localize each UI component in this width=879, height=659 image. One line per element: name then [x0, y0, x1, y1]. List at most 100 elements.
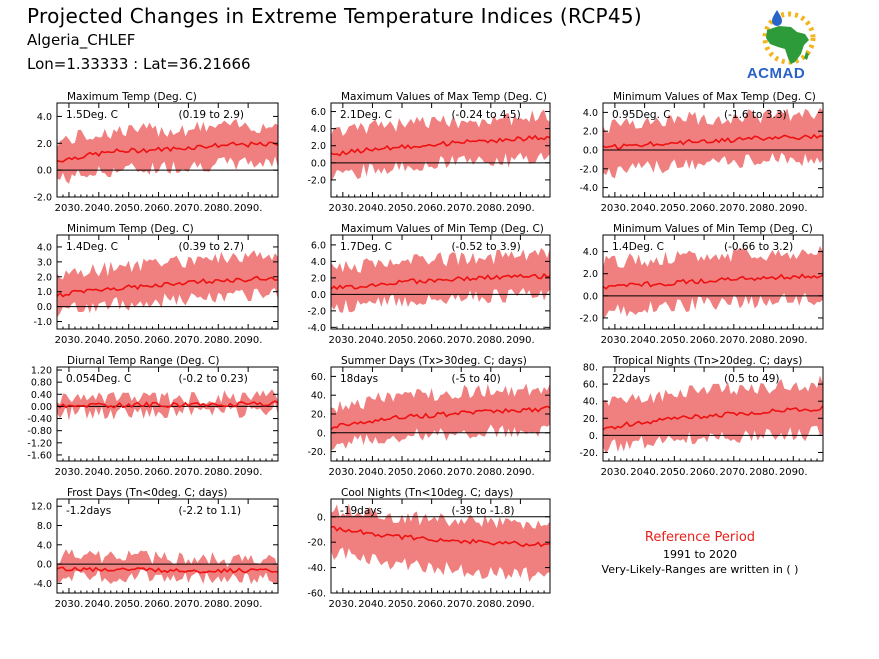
likely-range-label: (-0.52 to 3.9)	[451, 241, 520, 253]
chart-title: Maximum Temp (Deg. C)	[67, 91, 197, 103]
likely-range-label: (-5 to 40)	[451, 373, 500, 385]
x-tick-label: 2030.	[55, 467, 84, 478]
median-change-label: 0.95Deg. C	[612, 109, 671, 121]
y-tick-label: 6.0	[311, 107, 326, 118]
x-tick-label: 2090.	[779, 467, 808, 478]
y-tick-label: 0.0	[583, 146, 598, 157]
y-tick-label: 0.0	[311, 290, 326, 301]
y-tick-label: -4.0	[579, 183, 598, 194]
chart-title: Tropical Nights (Tn>20deg. C; days)	[612, 355, 802, 367]
y-tick-label: -20.	[307, 447, 326, 458]
x-tick-label: 2060.	[144, 599, 173, 610]
region-name: Algeria_CHLEF	[27, 31, 136, 49]
y-tick-label: 1.20	[31, 366, 52, 377]
x-tick-label: 2070.	[174, 467, 203, 478]
likely-range-label: (0.5 to 49)	[724, 373, 779, 385]
x-tick-label: 2070.	[174, 599, 203, 610]
x-tick-label: 2090.	[779, 203, 808, 214]
y-tick-label: 0.40	[31, 390, 52, 401]
likely-range-label: (-0.2 to 0.23)	[179, 373, 248, 385]
plot-frame	[56, 498, 279, 594]
plot-frame	[330, 102, 551, 198]
median-series-line	[57, 275, 278, 298]
median-series-line	[603, 133, 823, 150]
median-change-label: 18days	[340, 373, 378, 385]
x-tick-label: 2040.	[358, 599, 387, 610]
likely-range-label: (-39 to -1.8)	[451, 505, 514, 517]
likely-range-band	[331, 503, 550, 583]
y-tick-label: 0.0	[37, 560, 52, 571]
x-tick-label: 2090.	[779, 335, 808, 346]
y-tick-label: 1.0	[37, 287, 52, 298]
x-tick-label: 2090.	[506, 467, 535, 478]
x-tick-label: 2050.	[388, 335, 417, 346]
x-tick-label: 2060.	[417, 335, 446, 346]
y-tick-label: -2.0	[33, 193, 52, 204]
likely-range-label: (0.19 to 2.9)	[179, 109, 245, 121]
y-tick-label: -2.0	[307, 306, 326, 317]
x-tick-label: 2050.	[114, 335, 143, 346]
x-tick-label: 2090.	[506, 335, 535, 346]
chart-title: Cool Nights (Tn<10deg. C; days)	[341, 487, 513, 499]
y-tick-label: 8.0	[37, 521, 52, 532]
x-tick-label: 2080.	[476, 467, 505, 478]
y-tick-label: 0.0	[37, 166, 52, 177]
x-tick-label: 2070.	[447, 599, 476, 610]
x-tick-label: 2050.	[114, 467, 143, 478]
x-tick-label: 2070.	[447, 467, 476, 478]
x-tick-label: 2080.	[204, 467, 233, 478]
y-tick-label: 4.0	[311, 257, 326, 268]
africa-map-logo-icon	[762, 10, 816, 65]
median-change-label: 2.1Deg. C	[340, 109, 392, 121]
x-tick-label: 2070.	[719, 203, 748, 214]
y-tick-label: 2.0	[311, 273, 326, 284]
y-tick-label: -60.	[307, 589, 326, 600]
median-change-label: 1.4Deg. C	[66, 241, 118, 253]
y-tick-label: 0.	[589, 431, 598, 442]
median-change-label: -19days	[340, 505, 382, 517]
chart-panel-6: -1.60-1.20-0.80-0.400.000.400.801.20 2030…	[27, 355, 279, 478]
page-title: Projected Changes in Extreme Temperature…	[27, 4, 643, 28]
x-tick-label: 2050.	[660, 335, 689, 346]
plot-frame	[56, 102, 279, 198]
x-tick-label: 2080.	[204, 203, 233, 214]
reference-period-years: 1991 to 2020	[662, 548, 738, 561]
x-tick-label: 2080.	[476, 335, 505, 346]
likely-range-label: (-2.2 to 1.1)	[179, 505, 242, 517]
y-tick-label: 0.	[317, 428, 326, 439]
median-series-line	[57, 141, 278, 163]
plot-frame	[330, 498, 551, 594]
likely-range-band	[57, 549, 278, 585]
x-tick-label: 2030.	[55, 599, 84, 610]
likely-range-band	[331, 247, 550, 313]
plot-frame	[330, 234, 551, 330]
median-series-line	[603, 405, 823, 431]
y-tick-label: 2.0	[583, 269, 598, 280]
x-tick-label: 2070.	[174, 203, 203, 214]
x-tick-label: 2030.	[329, 599, 358, 610]
x-tick-label: 2060.	[690, 335, 719, 346]
likely-range-label: (-1.6 to 3.3)	[724, 109, 787, 121]
chart-panel-2: -4.0 -2.0 0.0 2.0 4.0 2030. 2040. 2050. 2060. 207…	[579, 91, 824, 214]
y-tick-label: -2.0	[307, 175, 326, 186]
y-tick-label: 4.0	[311, 124, 326, 135]
chart-panel-7: -20. 0. 20. 40. 60. 2030. 2040. 2050. 2060. 2070.…	[307, 355, 551, 478]
x-tick-label: 2060.	[144, 335, 173, 346]
y-tick-label: 2.0	[37, 139, 52, 150]
plot-frame	[56, 366, 279, 462]
x-tick-label: 2040.	[84, 203, 113, 214]
median-change-label: 1.7Deg. C	[340, 241, 392, 253]
median-change-label: 22days	[612, 373, 650, 385]
x-tick-label: 2090.	[506, 203, 535, 214]
x-tick-label: 2080.	[204, 335, 233, 346]
median-series-line	[331, 134, 550, 157]
chart-title: Maximum Values of Min Temp (Deg. C)	[341, 223, 544, 235]
likely-range-label: (-0.66 to 3.2)	[724, 241, 793, 253]
y-tick-label: 4.0	[37, 540, 52, 551]
median-series-line	[57, 400, 278, 409]
x-tick-label: 2030.	[601, 467, 630, 478]
x-tick-label: 2080.	[749, 467, 778, 478]
likely-range-band	[603, 375, 823, 454]
x-tick-label: 2040.	[84, 335, 113, 346]
